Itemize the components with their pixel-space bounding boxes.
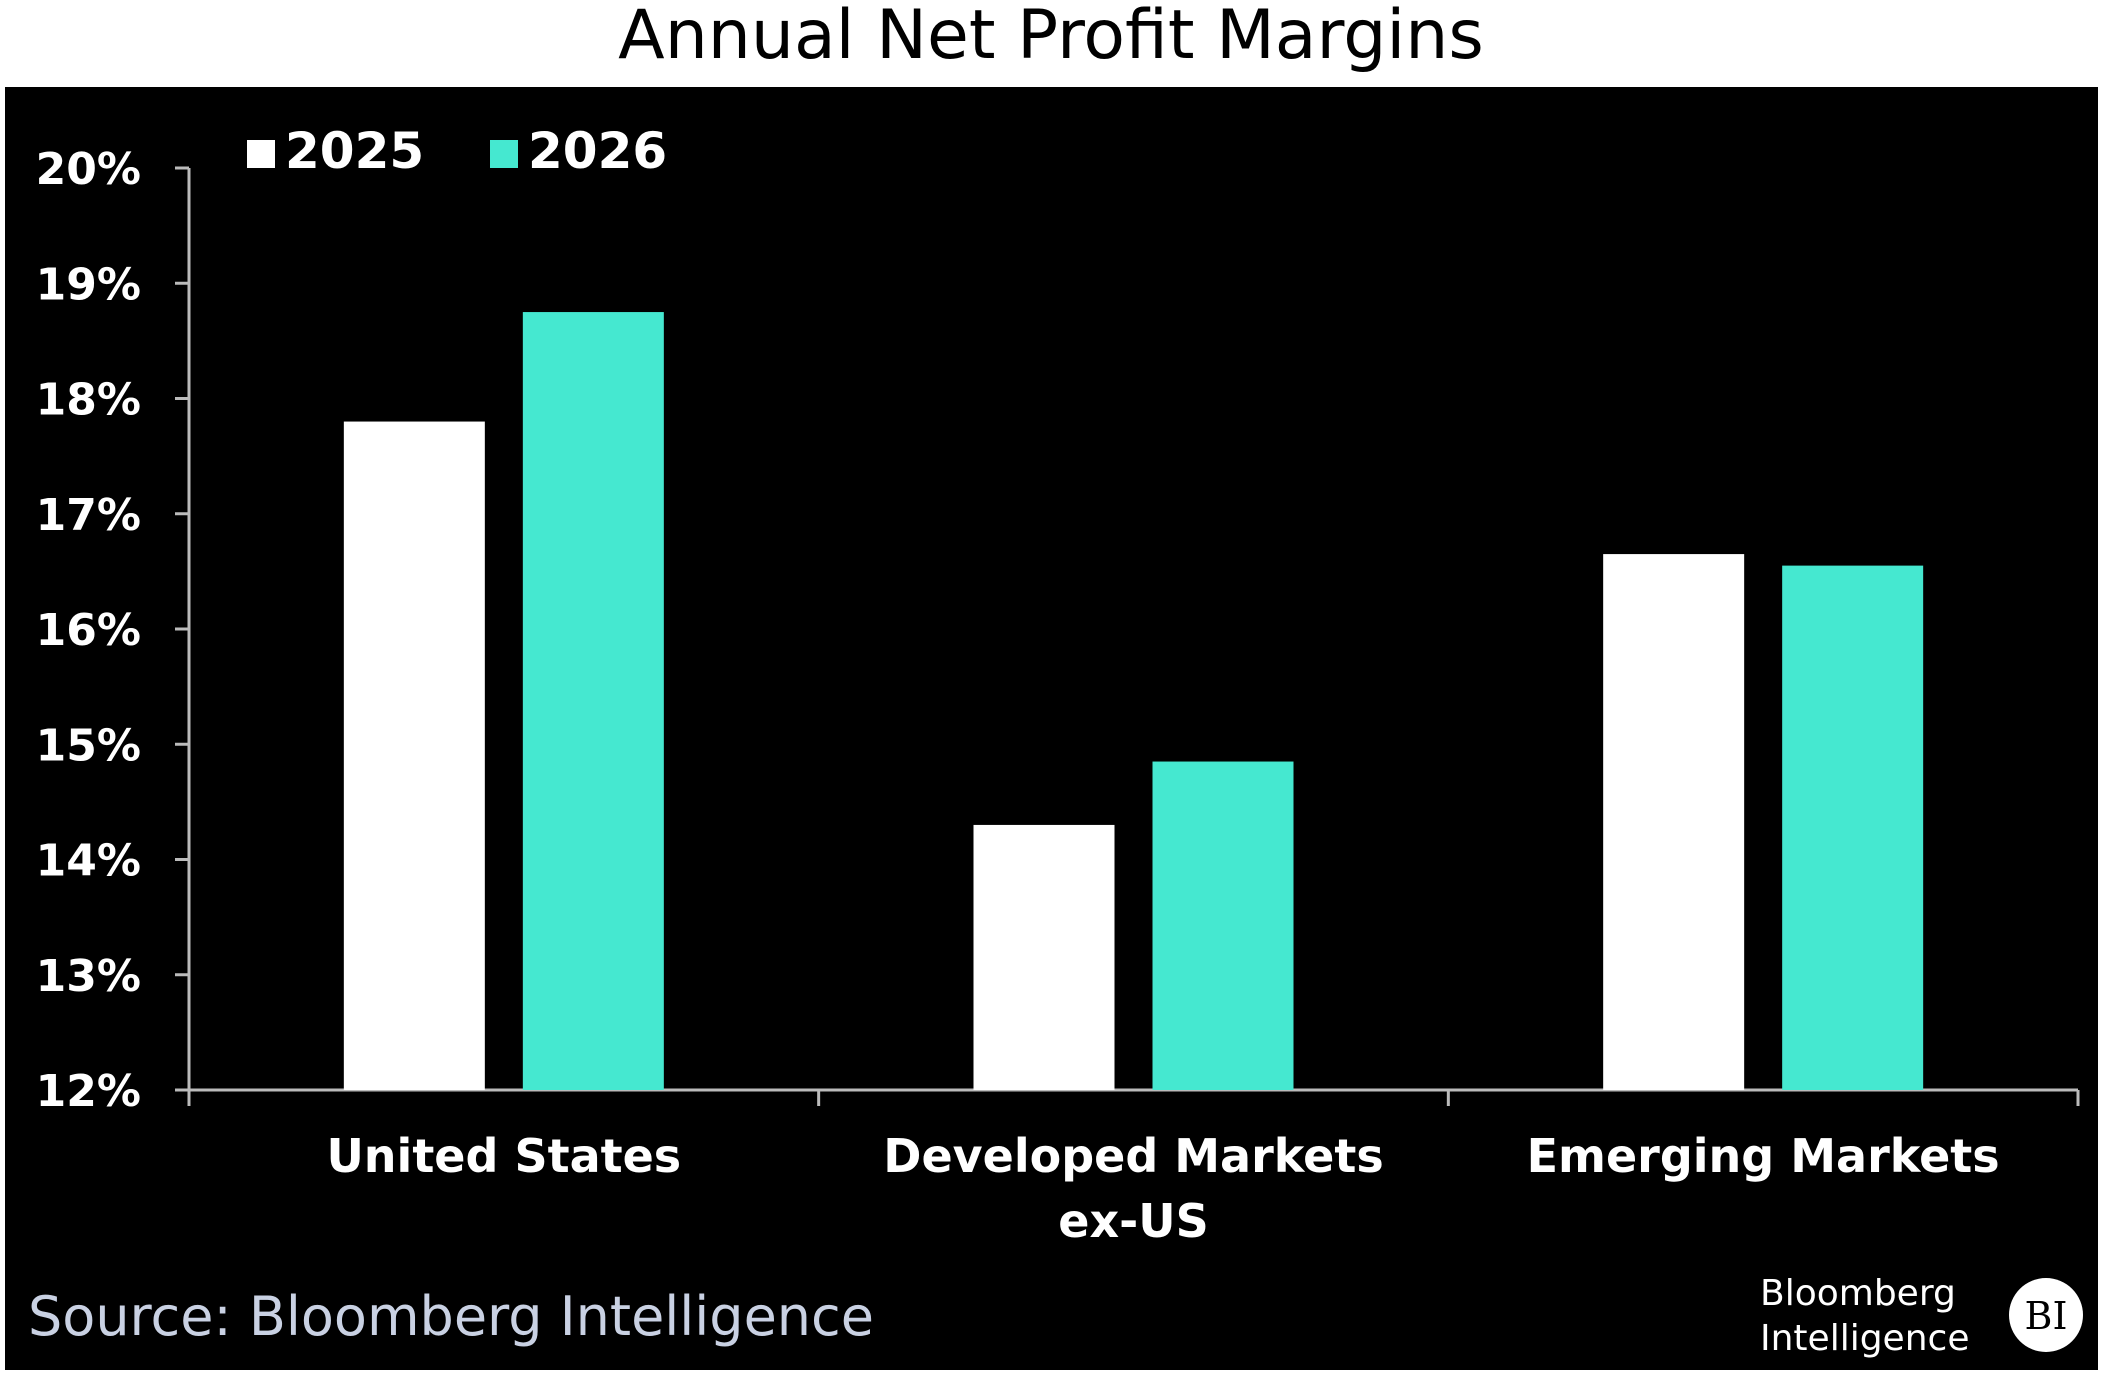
- y-tick-label: 12%: [36, 1066, 141, 1117]
- x-category-label: Developed Markets: [883, 1129, 1383, 1183]
- legend: 2025 2026: [247, 122, 667, 180]
- y-tick-label: 17%: [36, 490, 141, 541]
- chart-title: Annual Net Profit Margins: [618, 0, 1484, 75]
- axes: 12% 13% 14% 15% 16% 17% 18% 19% 20% United States…: [36, 144, 2080, 1248]
- y-tick-label: 18%: [36, 375, 141, 426]
- bar-2025-1: [973, 824, 1115, 1090]
- bar-2025-2: [1603, 554, 1745, 1090]
- x-category-label: United States: [326, 1129, 681, 1183]
- y-tick-label: 16%: [36, 605, 141, 656]
- bloomberg-intelligence-logo: Bloomberg Intelligence BI: [1760, 1273, 2083, 1359]
- y-tick-label: 15%: [36, 720, 141, 771]
- x-category-label: Emerging Markets: [1527, 1129, 2000, 1183]
- bars: [343, 312, 1924, 1090]
- legend-label-2026: 2026: [528, 122, 667, 180]
- legend-swatch-2025: [247, 140, 275, 168]
- y-tick-label: 19%: [36, 259, 141, 310]
- logo-badge-text: BI: [2025, 1294, 2068, 1338]
- y-tick-label: 13%: [36, 951, 141, 1002]
- y-tick-label: 20%: [36, 144, 141, 195]
- x-category-label: ex-US: [1058, 1194, 1208, 1248]
- bar-2025-0: [343, 421, 485, 1090]
- source-note: Source: Bloomberg Intelligence: [28, 1285, 874, 1348]
- bar-2026-1: [1152, 761, 1294, 1090]
- legend-swatch-2026: [490, 140, 518, 168]
- logo-badge: [2009, 1278, 2083, 1352]
- bar-2026-2: [1782, 565, 1924, 1090]
- legend-label-2025: 2025: [285, 122, 424, 180]
- y-tick-label: 14%: [36, 836, 141, 887]
- bar-2026-0: [522, 312, 664, 1090]
- logo-line2: Intelligence: [1760, 1318, 1969, 1359]
- logo-line1: Bloomberg: [1760, 1273, 1956, 1314]
